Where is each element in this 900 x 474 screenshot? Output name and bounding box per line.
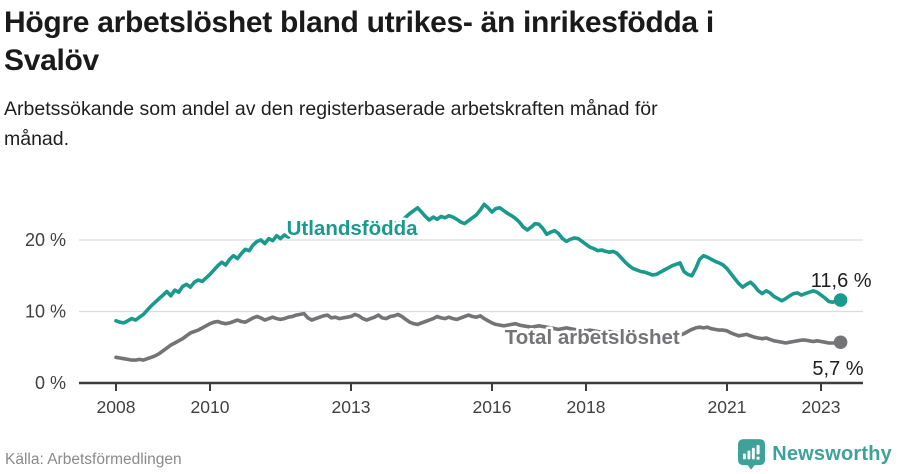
utlandsfodda-series-label: Utlandsfödda — [287, 217, 419, 240]
title-line-2: Svalöv — [4, 44, 99, 77]
source-note: Källa: Arbetsförmedlingen — [5, 451, 182, 468]
x-tick-label-2021: 2021 — [708, 397, 747, 417]
x-tick-label-2023: 2023 — [802, 397, 841, 417]
newsworthy-brand: Newsworthy — [738, 439, 892, 470]
subtitle-line-2: månad. — [4, 128, 70, 150]
total-arbetsloshet-end-dot — [833, 335, 848, 350]
chart-header: Högre arbetslöshet bland utrikes- än inr… — [4, 4, 890, 154]
utlandsfodda-end-dot — [833, 293, 848, 307]
x-tick-label-2016: 2016 — [473, 397, 512, 417]
total-arbetsloshet-end-value-label: 5,7 % — [812, 358, 863, 380]
y-tick-label-10: 10 % — [25, 302, 66, 322]
chart-footer: Källa: Arbetsförmedlingen Newsworthy — [5, 439, 892, 470]
page-title: Högre arbetslöshet bland utrikes- än inr… — [4, 4, 890, 80]
y-tick-label-0: 0 % — [35, 373, 66, 393]
chart-subtitle: Arbetssökande som andel av den registerb… — [4, 94, 890, 154]
newsworthy-wordmark: Newsworthy — [772, 443, 892, 465]
newsworthy-logo-icon — [738, 439, 766, 470]
utlandsfodda-end-value-label: 11,6 % — [811, 270, 872, 292]
x-tick-label-2018: 2018 — [567, 397, 606, 417]
subtitle-line-1: Arbetssökande som andel av den registerb… — [4, 98, 658, 120]
total-arbetsloshet-line — [114, 311, 843, 362]
y-tick-label-20: 20 % — [25, 230, 66, 250]
total-arbetsloshet-series-label: Total arbetslöshet — [505, 326, 680, 349]
utlandsfodda-line — [114, 202, 843, 325]
title-line-1: Högre arbetslöshet bland utrikes- än inr… — [4, 6, 714, 39]
x-tick-label-2013: 2013 — [332, 397, 371, 417]
x-tick-label-2010: 2010 — [191, 397, 230, 417]
x-tick-label-2008: 2008 — [97, 397, 136, 417]
